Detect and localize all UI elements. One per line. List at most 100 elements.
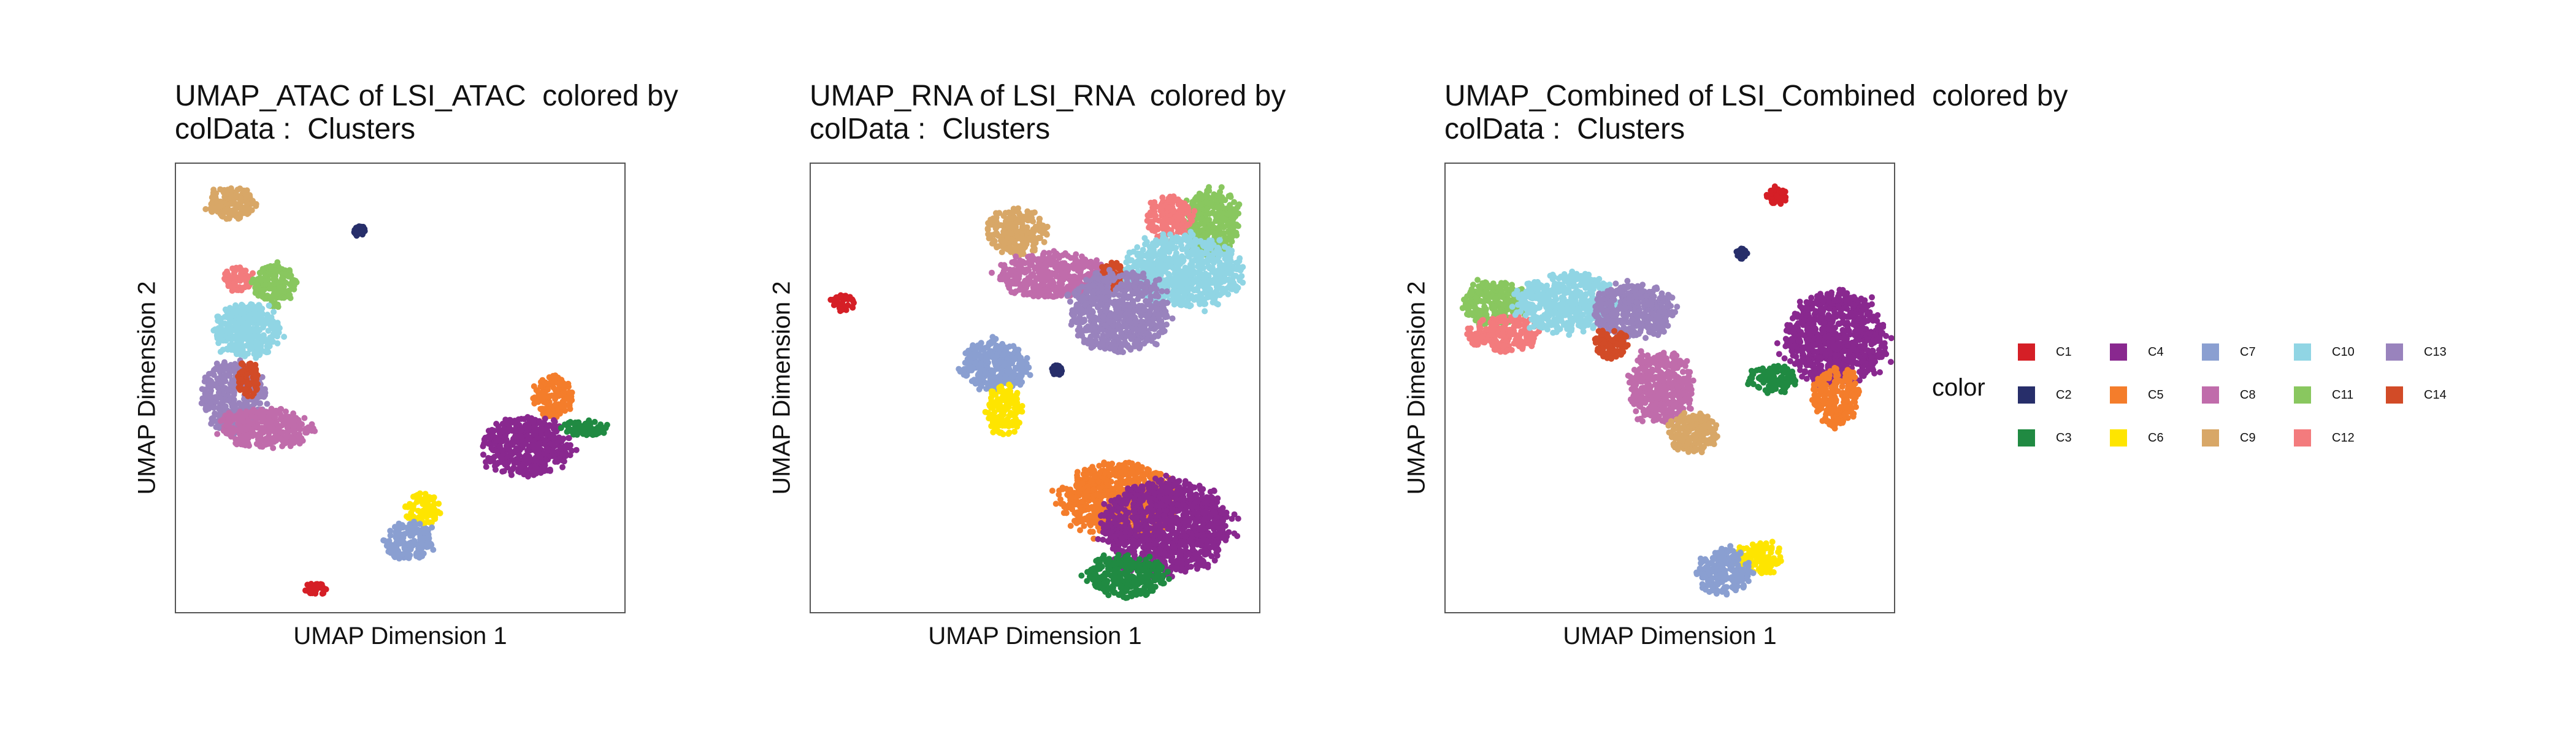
point bbox=[1058, 261, 1065, 268]
point bbox=[1038, 282, 1045, 288]
point bbox=[1052, 261, 1059, 268]
cluster-c1 bbox=[302, 581, 329, 597]
point bbox=[239, 368, 245, 375]
point bbox=[1025, 217, 1031, 224]
point bbox=[515, 421, 522, 428]
point bbox=[392, 545, 399, 551]
point bbox=[988, 221, 995, 228]
point bbox=[1192, 295, 1199, 302]
point bbox=[565, 435, 572, 442]
point bbox=[1197, 250, 1203, 257]
point bbox=[566, 389, 572, 396]
point bbox=[1052, 288, 1059, 295]
cluster-c2 bbox=[351, 223, 368, 239]
point bbox=[234, 186, 241, 193]
point bbox=[582, 420, 589, 427]
point bbox=[232, 361, 239, 367]
point bbox=[304, 429, 310, 436]
point bbox=[1170, 264, 1176, 271]
point bbox=[280, 294, 287, 301]
point bbox=[1240, 279, 1246, 286]
point bbox=[214, 375, 221, 382]
point bbox=[272, 413, 278, 420]
point bbox=[480, 451, 486, 458]
point bbox=[250, 391, 257, 397]
point bbox=[1016, 215, 1022, 222]
point bbox=[1000, 263, 1006, 270]
point bbox=[1187, 215, 1194, 222]
point bbox=[225, 416, 232, 423]
point bbox=[1202, 308, 1208, 315]
point bbox=[1115, 265, 1122, 272]
point bbox=[537, 392, 543, 399]
point bbox=[539, 377, 546, 383]
point bbox=[224, 372, 231, 378]
point bbox=[1225, 228, 1232, 234]
point bbox=[1010, 259, 1016, 266]
point bbox=[1170, 208, 1177, 215]
point bbox=[259, 374, 266, 380]
point bbox=[278, 423, 285, 429]
point bbox=[550, 448, 556, 454]
point bbox=[1030, 284, 1037, 291]
point bbox=[1159, 210, 1166, 217]
point bbox=[1227, 192, 1233, 199]
point bbox=[1011, 214, 1017, 221]
point bbox=[567, 420, 574, 426]
point bbox=[242, 442, 249, 448]
cluster-c11 bbox=[248, 259, 300, 310]
point bbox=[1143, 260, 1149, 267]
point bbox=[1012, 245, 1019, 251]
point bbox=[214, 431, 221, 437]
point bbox=[1057, 284, 1064, 291]
point bbox=[588, 425, 595, 432]
point bbox=[243, 201, 250, 207]
point bbox=[1130, 263, 1137, 270]
point bbox=[265, 348, 272, 355]
point bbox=[1022, 269, 1029, 275]
point bbox=[1182, 236, 1188, 243]
point bbox=[1208, 194, 1215, 201]
point bbox=[290, 425, 297, 432]
x-axis-label: UMAP Dimension 1 bbox=[293, 623, 507, 650]
point bbox=[532, 463, 539, 469]
point bbox=[261, 316, 267, 323]
point bbox=[223, 422, 229, 429]
point bbox=[416, 490, 423, 497]
point bbox=[1224, 277, 1230, 283]
point bbox=[212, 418, 218, 424]
point bbox=[270, 445, 277, 451]
point bbox=[241, 404, 248, 410]
point bbox=[272, 324, 279, 331]
point bbox=[1019, 224, 1025, 231]
point bbox=[1201, 221, 1207, 228]
point bbox=[234, 441, 240, 448]
point bbox=[251, 316, 258, 323]
point bbox=[549, 411, 556, 418]
point bbox=[418, 498, 424, 505]
point bbox=[267, 263, 274, 269]
point bbox=[1062, 250, 1068, 256]
point bbox=[270, 318, 277, 324]
point bbox=[572, 420, 578, 426]
point bbox=[261, 295, 268, 302]
point bbox=[206, 377, 213, 383]
plot-area bbox=[175, 163, 626, 613]
point bbox=[539, 464, 546, 470]
point bbox=[427, 519, 434, 526]
point bbox=[221, 209, 228, 215]
point bbox=[1037, 270, 1044, 277]
point bbox=[1034, 236, 1041, 242]
point bbox=[499, 447, 506, 453]
point bbox=[239, 332, 246, 339]
point bbox=[1235, 264, 1242, 270]
point bbox=[499, 468, 506, 475]
point bbox=[559, 464, 566, 470]
point bbox=[1002, 229, 1008, 236]
point bbox=[1044, 223, 1051, 230]
point bbox=[218, 380, 225, 387]
point bbox=[236, 346, 243, 352]
point bbox=[301, 415, 308, 421]
point bbox=[1229, 238, 1235, 245]
point bbox=[1192, 196, 1198, 202]
